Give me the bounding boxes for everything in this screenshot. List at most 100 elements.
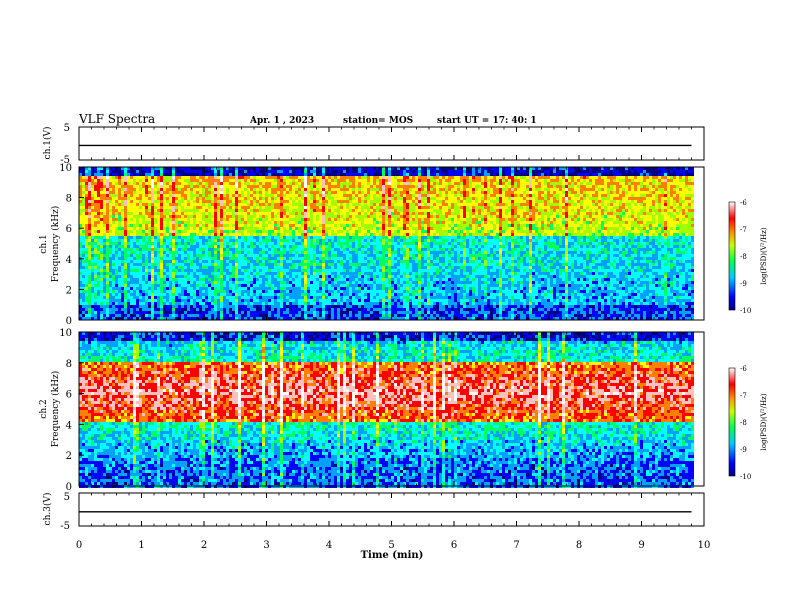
spectrogram-cell	[229, 302, 232, 305]
spectrogram-cell	[124, 221, 127, 224]
spectrogram-cell	[232, 233, 235, 236]
spectrogram-cell	[154, 173, 157, 176]
spectrogram-cell	[343, 287, 346, 290]
spectrogram-cell	[241, 227, 244, 230]
spectrogram-cell	[199, 167, 202, 170]
spectrogram-cell	[118, 203, 121, 206]
spectrogram-cell	[244, 281, 247, 284]
spectrogram-cell	[352, 212, 355, 215]
spectrogram-cell	[271, 284, 274, 287]
spectrogram-cell	[340, 203, 343, 206]
spectrogram-cell	[292, 203, 295, 206]
spectrogram-cell	[160, 305, 163, 308]
spectrogram-cell	[265, 236, 268, 239]
spectrogram-cell	[148, 209, 151, 212]
spectrogram-cell	[175, 185, 178, 188]
spectrogram-cell	[262, 251, 265, 254]
spectrogram-cell	[238, 209, 241, 212]
spectrogram-cell	[355, 275, 358, 278]
spectrogram-cell	[94, 281, 97, 284]
spectrogram-cell	[85, 200, 88, 203]
spectrogram-cell	[178, 281, 181, 284]
spectrogram-cell	[220, 317, 223, 320]
spectrogram-cell	[121, 230, 124, 233]
spectrogram-cell	[178, 209, 181, 212]
spectrogram-cell	[301, 266, 304, 269]
spectrogram-cell	[205, 281, 208, 284]
spectrogram-cell	[127, 266, 130, 269]
spectrogram-cell	[172, 224, 175, 227]
spectrogram-cell	[220, 281, 223, 284]
spectrogram-cell	[190, 269, 193, 272]
spectrogram-cell	[313, 215, 316, 218]
spectrogram-cell	[100, 287, 103, 290]
spectrogram-cell	[172, 311, 175, 314]
spectrogram-cell	[271, 170, 274, 173]
spectrogram-cell	[94, 251, 97, 254]
spectrogram-cell	[121, 224, 124, 227]
spectrogram-cell	[124, 305, 127, 308]
spectrogram-cell	[85, 236, 88, 239]
spectrogram-cell	[268, 308, 271, 311]
spectrogram-cell	[184, 200, 187, 203]
spectrogram-cell	[244, 242, 247, 245]
spectrogram-cell	[226, 242, 229, 245]
spectrogram-cell	[238, 302, 241, 305]
spectrogram-cell	[181, 287, 184, 290]
spectrogram-cell	[334, 251, 337, 254]
spectrogram-cell	[319, 182, 322, 185]
spectrogram-cell	[103, 251, 106, 254]
spectrogram-cell	[91, 209, 94, 212]
spectrogram-cell	[328, 221, 331, 224]
spectrogram-cell	[301, 185, 304, 188]
spectrogram-cell	[100, 248, 103, 251]
spectrogram-cell	[235, 233, 238, 236]
spectrogram-cell	[250, 299, 253, 302]
spectrogram-cell	[187, 233, 190, 236]
spectrogram-cell	[307, 209, 310, 212]
spectrogram-cell	[184, 233, 187, 236]
spectrogram-cell	[97, 281, 100, 284]
spectrogram-cell	[358, 188, 361, 191]
spectrogram-cell	[91, 224, 94, 227]
spectrogram-cell	[238, 236, 241, 239]
spectrogram-cell	[199, 230, 202, 233]
spectrogram-cell	[127, 236, 130, 239]
spectrogram-cell	[154, 179, 157, 182]
spectrogram-cell	[115, 287, 118, 290]
spectrogram-cell	[145, 308, 148, 311]
spectrogram-cell	[196, 260, 199, 263]
spectrogram-cell	[343, 188, 346, 191]
spectrogram-cell	[169, 224, 172, 227]
spectrogram-cell	[79, 185, 82, 188]
spectrogram-cell	[148, 179, 151, 182]
spectrogram-cell	[205, 317, 208, 320]
spectrogram-cell	[301, 242, 304, 245]
spectrogram-cell	[322, 191, 325, 194]
spectrogram-cell	[217, 215, 220, 218]
spectrogram-cell	[157, 296, 160, 299]
spectrogram-cell	[109, 197, 112, 200]
spectrogram-cell	[301, 233, 304, 236]
spectrogram-cell	[217, 251, 220, 254]
spectrogram-cell	[277, 290, 280, 293]
spectrogram-cell	[346, 242, 349, 245]
spectrogram-cell	[319, 221, 322, 224]
spectrogram-cell	[310, 263, 313, 266]
spectrogram-cell	[271, 257, 274, 260]
spectrogram-cell	[334, 272, 337, 275]
spectrogram-cell	[331, 254, 334, 257]
spectrogram-cell	[184, 269, 187, 272]
spectrogram-cell	[199, 236, 202, 239]
spectrogram-cell	[115, 203, 118, 206]
spectrogram-cell	[97, 257, 100, 260]
spectrogram-cell	[331, 311, 334, 314]
spectrogram-cell	[358, 191, 361, 194]
spectrogram-cell	[91, 242, 94, 245]
spectrogram-cell	[361, 299, 364, 302]
spectrogram-cell	[238, 221, 241, 224]
spectrogram-cell	[79, 182, 82, 185]
spectrogram-cell	[283, 230, 286, 233]
spectrogram-cell	[289, 176, 292, 179]
spectrogram-cell	[151, 200, 154, 203]
